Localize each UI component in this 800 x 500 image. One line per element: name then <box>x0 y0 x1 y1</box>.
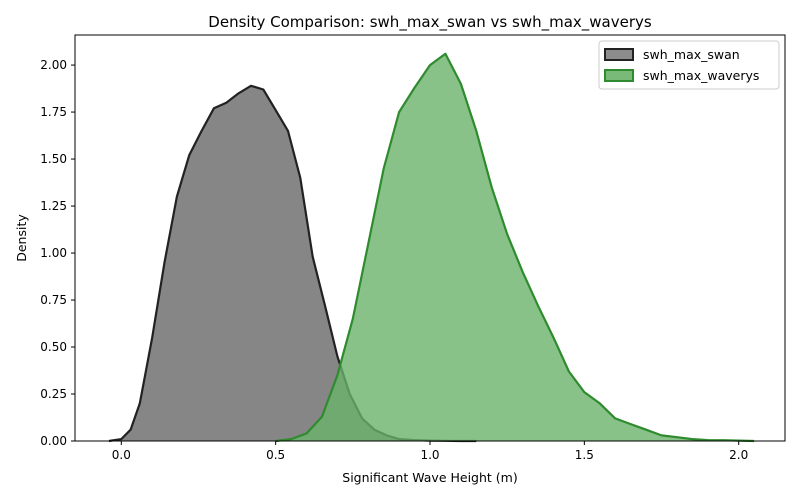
series-layer <box>108 52 755 443</box>
legend-swatch-swh_max_swan <box>604 48 634 61</box>
chart-title: Density Comparison: swh_max_swan vs swh_… <box>208 13 652 32</box>
y-tick-label: 0.25 <box>40 387 67 401</box>
x-tick-label: 2.0 <box>729 448 748 462</box>
legend-label-swh_max_waverys: swh_max_waverys <box>643 68 759 83</box>
x-axis-label: Significant Wave Height (m) <box>342 470 517 485</box>
y-tick-label: 1.00 <box>40 246 67 260</box>
legend-swatch-swh_max_waverys <box>604 69 634 82</box>
x-tick-label: 0.0 <box>112 448 131 462</box>
x-tick-label: 0.5 <box>266 448 285 462</box>
y-tick-label: 1.50 <box>40 152 67 166</box>
y-tick-label: 1.75 <box>40 105 67 119</box>
legend-box <box>598 40 780 90</box>
series-line-swh_max_waverys <box>275 52 755 443</box>
series-fill-swh_max_swan <box>109 85 477 442</box>
legend: swh_max_swan swh_max_waverys <box>598 40 780 90</box>
y-tick-label: 0.50 <box>40 340 67 354</box>
y-axis-label: Density <box>14 214 29 262</box>
y-axis: 0.00 0.25 0.50 0.75 1.00 1.25 1.50 1.75 2.00 <box>40 58 75 448</box>
x-axis: 0.0 0.5 1.0 1.5 2.0 <box>112 441 748 462</box>
y-tick-label: 0.00 <box>40 434 67 448</box>
x-tick-label: 1.5 <box>575 448 594 462</box>
y-tick-label: 0.75 <box>40 293 67 307</box>
series-fill-swh_max_waverys <box>275 53 755 442</box>
legend-label-swh_max_swan: swh_max_swan <box>643 47 740 62</box>
x-tick-label: 1.0 <box>420 448 439 462</box>
y-tick-label: 1.25 <box>40 199 67 213</box>
y-tick-label: 2.00 <box>40 58 67 72</box>
